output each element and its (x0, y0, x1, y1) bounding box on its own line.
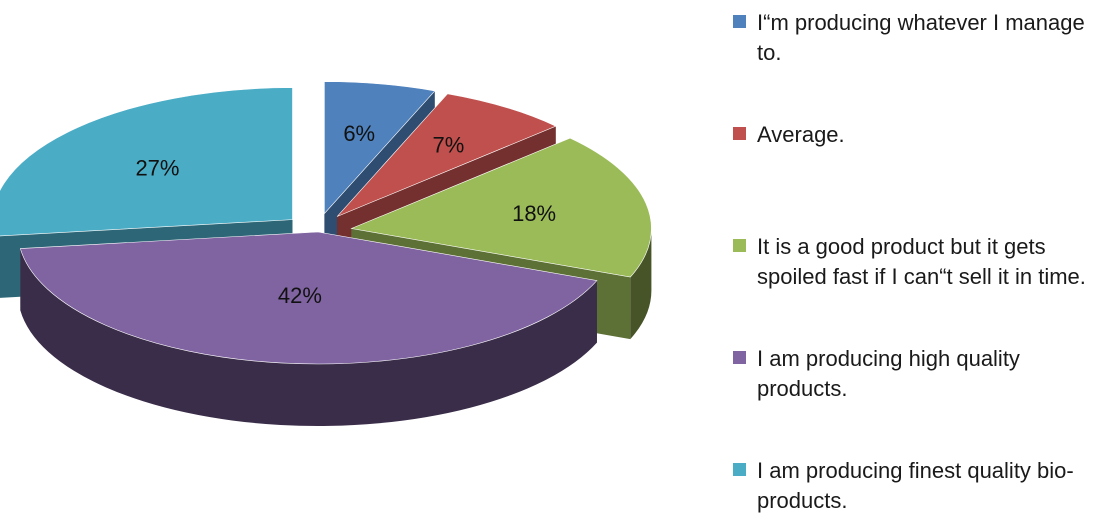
pie-chart: 6% 7% 18% 42% 27% (0, 81, 652, 426)
legend-swatch (733, 15, 746, 28)
legend-label: It is a good product but it gets spoiled… (757, 234, 1086, 289)
legend-swatch (733, 463, 746, 476)
legend-item-good-product-spoils: It is a good product but it gets spoiled… (733, 232, 1103, 292)
legend-item-whatever-i-manage: I“m producing whatever I manage to. (733, 8, 1103, 68)
legend-swatch (733, 127, 746, 140)
pie-data-label: 42% (278, 283, 322, 308)
legend-label: I am producing high quality products. (757, 346, 1020, 401)
pie-slice-side (20, 248, 597, 426)
legend-swatch (733, 239, 746, 252)
legend-item-average: Average. (733, 120, 1103, 150)
pie-slice (0, 87, 293, 237)
pie-tops (0, 81, 652, 365)
legend-swatch (733, 351, 746, 364)
legend-label: I“m producing whatever I manage to. (757, 10, 1085, 65)
pie-slice (19, 231, 598, 365)
legend-label: Average. (757, 122, 845, 147)
pie-slice (324, 81, 436, 215)
pie-slice (350, 137, 652, 278)
pie-data-label: 7% (433, 132, 465, 157)
pie-labels: 6% 7% 18% 42% 27% (135, 121, 556, 308)
legend-item-high-quality: I am producing high quality products. (733, 344, 1103, 404)
pie-data-label: 18% (512, 201, 556, 226)
pie-slice (336, 93, 557, 217)
pie-slice-side (630, 228, 652, 340)
pie-data-label: 6% (343, 121, 375, 146)
pie-data-label: 27% (135, 155, 179, 180)
legend-label: I am producing finest quality bio-produc… (757, 458, 1074, 513)
legend-item-finest-bio: I am producing finest quality bio-produc… (733, 456, 1103, 516)
